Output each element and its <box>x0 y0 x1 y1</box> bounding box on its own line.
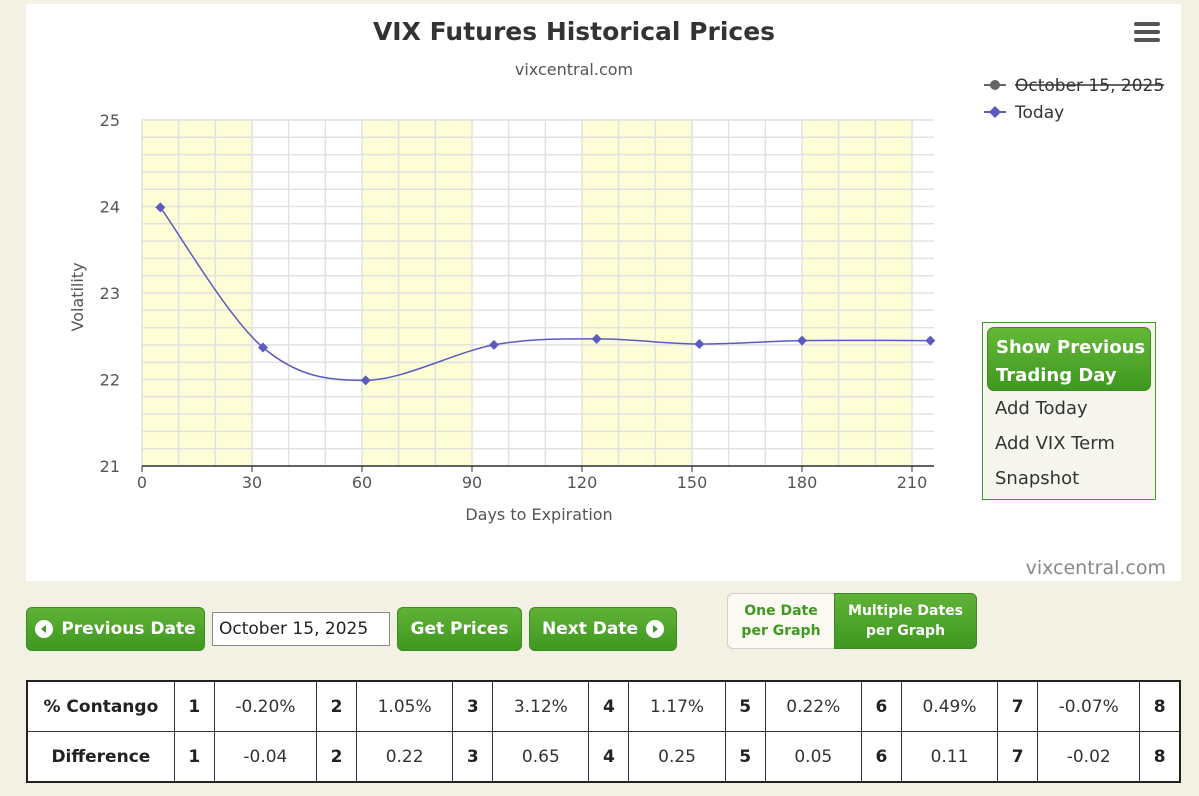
y-axis-title: Volatility <box>68 262 87 331</box>
x-tick-label: 0 <box>137 473 147 492</box>
next-date-button[interactable]: Next Date <box>529 607 677 651</box>
get-prices-button[interactable]: Get Prices <box>397 607 522 651</box>
legend-label-previous: October 15, 2025 <box>1015 76 1164 96</box>
difference-row: Difference 1 -0.04 2 0.22 3 0.65 4 0.25 … <box>26 731 1181 783</box>
contango-row: % Contango 1 -0.20% 2 1.05% 3 3.12% 4 1.… <box>26 680 1181 732</box>
data-point-marker <box>155 202 166 213</box>
legend-label-today: Today <box>1014 103 1064 123</box>
data-point-marker <box>797 335 807 346</box>
x-tick-label: 150 <box>677 473 708 492</box>
x-axis-title: Days to Expiration <box>465 505 612 524</box>
multiple-dates-per-graph-toggle[interactable]: Multiple Dates per Graph <box>834 593 977 649</box>
chevron-right-icon <box>646 620 664 638</box>
contango-value: -0.20% <box>213 680 317 732</box>
add-today-option[interactable]: Add Today <box>995 398 1088 419</box>
next-date-label: Next Date <box>541 619 638 639</box>
chart-credit: vixcentral.com <box>1026 557 1166 579</box>
contango-month-number: 8 <box>1139 680 1181 732</box>
x-tick-label: 60 <box>352 473 372 492</box>
data-point-marker <box>694 339 705 350</box>
chart-panel: VIX Futures Historical Prices vixcentral… <box>26 4 1181 581</box>
one-date-line2: per Graph <box>741 623 821 639</box>
difference-month-number: 5 <box>724 731 766 783</box>
get-prices-label: Get Prices <box>410 619 509 639</box>
data-point-marker <box>925 335 936 346</box>
legend-item-previous[interactable]: October 15, 2025 <box>984 76 1165 96</box>
y-tick-label: 25 <box>100 111 120 130</box>
difference-month-number: 7 <box>997 731 1039 783</box>
contango-table: % Contango 1 -0.20% 2 1.05% 3 3.12% 4 1.… <box>26 680 1181 783</box>
one-date-per-graph-toggle[interactable]: One Date per Graph <box>727 593 835 649</box>
chart-subtitle: vixcentral.com <box>515 60 633 79</box>
contango-month-number: 2 <box>315 680 358 732</box>
contango-value: 0.22% <box>764 680 862 732</box>
difference-value: -0.04 <box>213 731 317 783</box>
y-tick-label: 23 <box>100 284 120 303</box>
contango-month-number: 4 <box>588 680 630 732</box>
previous-date-button[interactable]: Previous Date <box>26 607 205 651</box>
x-tick-label: 180 <box>787 473 818 492</box>
data-point-marker <box>489 339 499 350</box>
contango-value: -0.07% <box>1037 680 1141 732</box>
chart-title: VIX Futures Historical Prices <box>373 17 775 46</box>
x-tick-label: 90 <box>462 473 482 492</box>
chevron-left-icon <box>35 620 54 638</box>
contango-value: 3.12% <box>492 680 590 732</box>
legend-item-today[interactable]: Today <box>984 103 1064 123</box>
difference-month-number: 4 <box>588 731 630 783</box>
show-previous-line2: Trading Day <box>996 365 1117 386</box>
previous-date-label: Previous Date <box>61 619 196 639</box>
difference-month-number: 2 <box>315 731 358 783</box>
x-tick-label: 210 <box>897 473 928 492</box>
data-point-marker <box>360 375 371 386</box>
difference-month-number: 6 <box>860 731 902 783</box>
contango-row-label: % Contango <box>26 680 175 732</box>
difference-month-number: 8 <box>1139 731 1181 783</box>
difference-value: -0.02 <box>1037 731 1141 783</box>
y-tick-label: 22 <box>100 371 120 390</box>
difference-value: 0.11 <box>900 731 999 783</box>
contango-month-number: 5 <box>724 680 766 732</box>
contango-month-number: 1 <box>173 680 215 732</box>
difference-month-number: 1 <box>173 731 215 783</box>
chart-options-panel: Show Previous Trading Day Add Today Add … <box>982 322 1156 500</box>
y-tick-label: 21 <box>100 457 120 476</box>
multi-dates-line2: per Graph <box>865 623 946 639</box>
x-tick-label: 30 <box>242 473 262 492</box>
contango-month-number: 7 <box>997 680 1039 732</box>
legend-marker-today <box>989 106 1001 118</box>
contango-month-number: 3 <box>452 680 494 732</box>
difference-value: 0.25 <box>628 731 726 783</box>
x-tick-label: 120 <box>567 473 598 492</box>
snapshot-option[interactable]: Snapshot <box>995 468 1080 489</box>
hamburger-menu-icon[interactable] <box>1134 22 1160 46</box>
legend-marker-previous <box>990 80 1000 90</box>
chart-legend: October 15, 2025 Today <box>984 76 1165 123</box>
data-point-marker <box>258 342 268 353</box>
y-tick-label: 24 <box>100 198 120 217</box>
difference-value: 0.65 <box>492 731 590 783</box>
add-vix-term-option[interactable]: Add VIX Term <box>995 433 1115 454</box>
contango-value: 0.49% <box>900 680 999 732</box>
contango-value: 1.17% <box>628 680 726 732</box>
contango-month-number: 6 <box>860 680 902 732</box>
show-previous-line1: Show Previous <box>996 337 1146 358</box>
difference-month-number: 3 <box>452 731 494 783</box>
date-input[interactable] <box>212 612 390 646</box>
difference-value: 0.22 <box>356 731 454 783</box>
one-date-line1: One Date <box>744 603 818 619</box>
contango-value: 1.05% <box>356 680 454 732</box>
multi-dates-line1: Multiple Dates <box>848 603 963 619</box>
show-previous-trading-day-button[interactable]: Show Previous Trading Day <box>987 327 1151 391</box>
difference-value: 0.05 <box>764 731 862 783</box>
vix-futures-chart: VIX Futures Historical Prices vixcentral… <box>68 17 1166 579</box>
data-point-marker <box>591 333 602 344</box>
difference-row-label: Difference <box>26 731 175 783</box>
